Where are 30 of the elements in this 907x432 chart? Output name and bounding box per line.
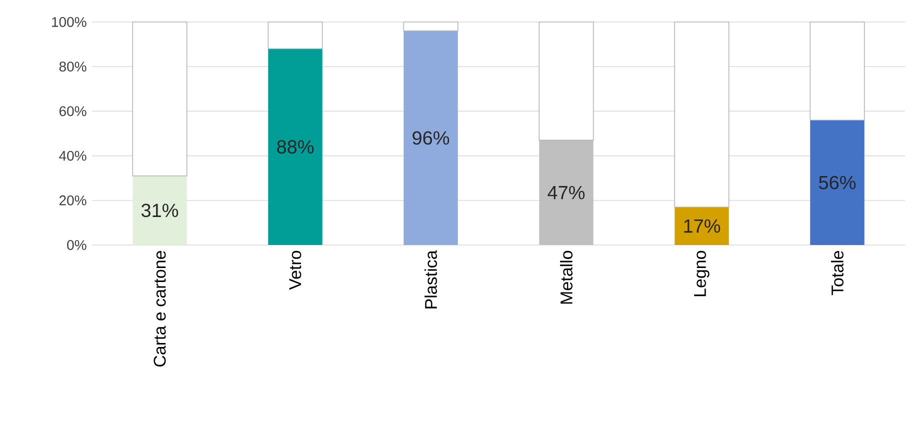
x-tick-label: Legno <box>694 250 710 296</box>
x-tick-label: Metallo <box>560 250 573 304</box>
y-tick-label: 100% <box>52 17 86 27</box>
y-tick-label: 60% <box>60 106 86 116</box>
data-label: 96% <box>412 131 450 145</box>
data-label: 56% <box>819 176 856 190</box>
bar <box>810 120 864 245</box>
bar <box>132 176 187 245</box>
bar <box>810 22 865 121</box>
x-tick-label: Vetro <box>289 250 302 290</box>
bar <box>674 22 730 208</box>
bar <box>268 22 323 50</box>
bar <box>268 48 322 245</box>
x-tick-label: Carta e cartone <box>154 250 166 367</box>
data-label: 17% <box>684 219 720 233</box>
y-tick-label: 40% <box>59 150 86 161</box>
x-tick-label: Totale <box>831 250 844 296</box>
data-label: 47% <box>548 186 585 200</box>
data-label: 31% <box>141 204 178 218</box>
bar <box>404 30 458 245</box>
y-tick-label: 80% <box>59 62 86 72</box>
data-label: 88% <box>277 140 314 154</box>
bar <box>539 140 594 245</box>
bar <box>674 207 729 245</box>
bar <box>403 22 458 32</box>
y-tick-label: 0% <box>67 240 86 250</box>
bar <box>132 22 188 176</box>
x-tick-label: Plastica <box>424 250 437 308</box>
bar <box>538 22 594 141</box>
y-tick-label: 20% <box>59 195 86 206</box>
